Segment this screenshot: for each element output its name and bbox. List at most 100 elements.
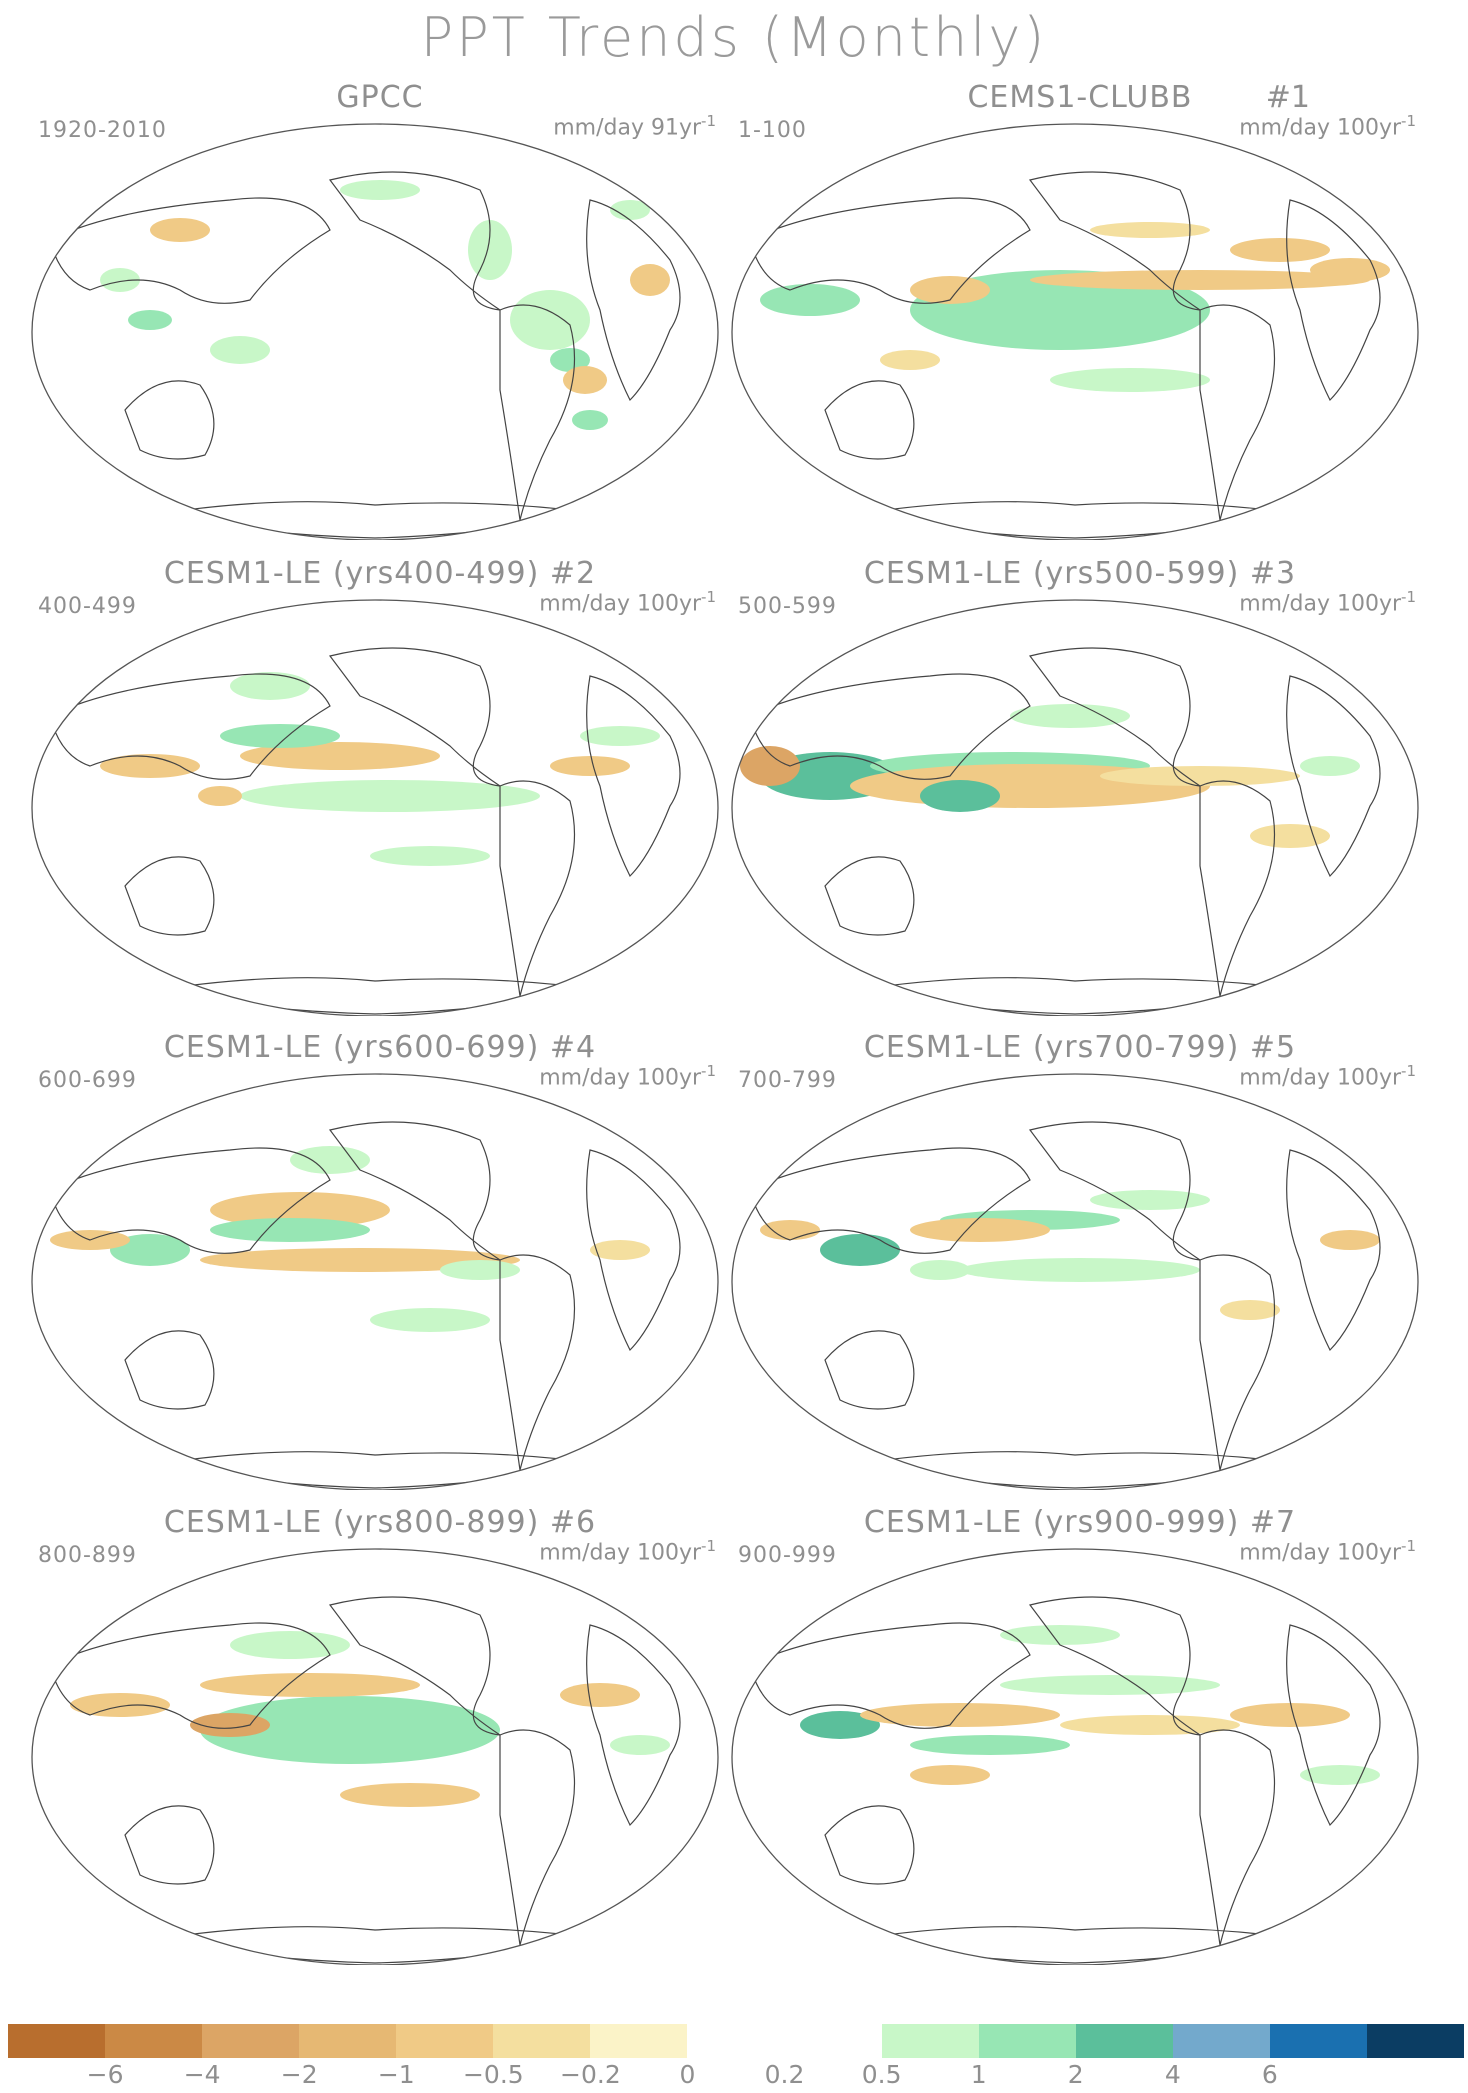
coastline [328, 1596, 501, 1736]
colorbar-tick-label: −6 [86, 2060, 124, 2089]
colorbar-swatch [590, 2024, 688, 2058]
trend-contour [468, 220, 512, 280]
panel-title: CESM1-LE (yrs600-699) #4 [163, 1030, 597, 1065]
panel-units: mm/day 100yr-1 [539, 1062, 716, 1090]
colorbar-swatch [978, 2024, 1076, 2058]
panel-title: CESM1-LE (yrs400-499) #2 [163, 556, 597, 591]
figure-title: PPT Trends (Monthly) [420, 6, 1048, 69]
trend-contour [1230, 1703, 1350, 1727]
trend-contour [610, 200, 650, 220]
colorbar-tick-label: −4 [183, 2060, 221, 2089]
map-panel: CESM1-LE (yrs600-699) #4 600-699 mm/day 10… [30, 1030, 730, 1490]
coastline [1199, 780, 1276, 997]
units-exponent: -1 [701, 588, 716, 606]
trend-contour [760, 284, 860, 316]
coastline [824, 856, 915, 936]
trend-contour [960, 1258, 1200, 1282]
colorbar-tick-label: 0.2 [764, 2060, 805, 2089]
coastline [586, 199, 681, 402]
trend-contour [1250, 824, 1330, 848]
map-panel: CESM1-LE (yrs500-599) #3 500-599 mm/day 10… [730, 556, 1430, 1016]
panel-units: mm/day 100yr-1 [1239, 112, 1416, 140]
map-panel: CESM1-LE (yrs800-899) #6 800-899 mm/day 10… [30, 1505, 730, 1965]
coastline [499, 304, 576, 521]
panel-title: CEMS1-CLUBB [967, 80, 1193, 115]
panel-title: CESM1-LE (yrs700-799) #5 [863, 1030, 1297, 1065]
trend-contour [910, 276, 990, 304]
panel-years: 500-599 [738, 594, 837, 619]
colorbar-swatch [8, 2024, 106, 2058]
coastline [499, 1254, 576, 1471]
coastline [149, 1451, 611, 1489]
trend-contour [1320, 1230, 1380, 1250]
coastline [849, 1451, 1311, 1489]
panel-units: mm/day 100yr-1 [1239, 1537, 1416, 1565]
units-exponent: -1 [1401, 112, 1416, 130]
units-exponent: -1 [1401, 588, 1416, 606]
colorbar-swatch [202, 2024, 300, 2058]
coastline [1286, 675, 1381, 878]
panel-title: GPCC [336, 80, 424, 115]
world-map [31, 1548, 719, 1965]
panel-years: 800-899 [38, 1543, 137, 1568]
trend-contour [70, 1693, 170, 1717]
trend-contour [1300, 1765, 1380, 1785]
units-exponent: -1 [701, 1537, 716, 1555]
coastline [749, 1622, 1031, 1729]
coastline [124, 380, 215, 460]
colorbar-swatch [881, 2024, 979, 2058]
panel-years: 900-999 [738, 1543, 837, 1568]
colorbar-tick-label: 4 [1164, 2060, 1181, 2089]
trend-contour [910, 1218, 1050, 1242]
colorbar-swatch [1172, 2024, 1270, 2058]
colorbar-swatch [784, 2024, 882, 2058]
units-text: mm/day 91yr [553, 115, 702, 141]
coastline [328, 647, 501, 787]
coastline [1199, 304, 1276, 521]
map-panel: CEMS1-CLUBB #1 1-100 mm/day 100yr-1 [730, 80, 1430, 540]
panel-years: 1920-2010 [38, 118, 167, 143]
units-exponent: -1 [1401, 1062, 1416, 1080]
trend-contour [220, 724, 340, 748]
trend-contour [110, 1234, 190, 1266]
panel-units: mm/day 91yr-1 [553, 112, 716, 140]
colorbar-tick-label: −0.2 [560, 2060, 621, 2089]
trend-contour [1000, 1675, 1220, 1695]
map-boundary [731, 1548, 1419, 1965]
panel-years: 700-799 [738, 1068, 837, 1093]
trend-contour [290, 1146, 370, 1174]
colorbar-tick-label: −2 [280, 2060, 318, 2089]
units-text: mm/day 100yr [1239, 1540, 1402, 1566]
trend-contour [563, 366, 607, 394]
coastline [328, 1121, 501, 1261]
colorbar-swatch [493, 2024, 591, 2058]
coastline [1199, 1729, 1276, 1946]
colorbar-labels: −6 −4 −2 −1 −0.5 −0.2 0 0.2 0.5 1 2 4 6 [8, 2060, 1464, 2090]
panel-title: CESM1-LE (yrs900-999) #7 [863, 1505, 1297, 1540]
map-panel: CESM1-LE (yrs700-799) #5 700-799 mm/day 10… [730, 1030, 1430, 1490]
trend-contour [510, 290, 590, 350]
panel-units: mm/day 100yr-1 [1239, 588, 1416, 616]
coastline [49, 197, 331, 304]
coastline [1028, 647, 1201, 787]
trend-contour [860, 1703, 1060, 1727]
map-panel: CESM1-LE (yrs900-999) #7 900-999 mm/day 10… [730, 1505, 1430, 1965]
units-text: mm/day 100yr [539, 1540, 702, 1566]
trend-contour [210, 1192, 390, 1228]
coastline [1028, 1596, 1201, 1736]
colorbar-swatch [1366, 2024, 1464, 2058]
coastline [124, 856, 215, 936]
coastline [586, 1624, 681, 1827]
panel-title: CESM1-LE (yrs500-599) #3 [863, 556, 1297, 591]
trend-contour [1000, 1625, 1120, 1645]
trend-contour [550, 756, 630, 776]
map-boundary [31, 1073, 719, 1490]
trend-contour [880, 350, 940, 370]
trend-contour [230, 1631, 350, 1659]
colorbar-tick-label: 0 [679, 2060, 696, 2089]
coastline [149, 501, 611, 539]
world-map [731, 123, 1419, 540]
coastline [499, 780, 576, 997]
world-map [31, 599, 719, 1016]
panel-years: 400-499 [38, 594, 137, 619]
